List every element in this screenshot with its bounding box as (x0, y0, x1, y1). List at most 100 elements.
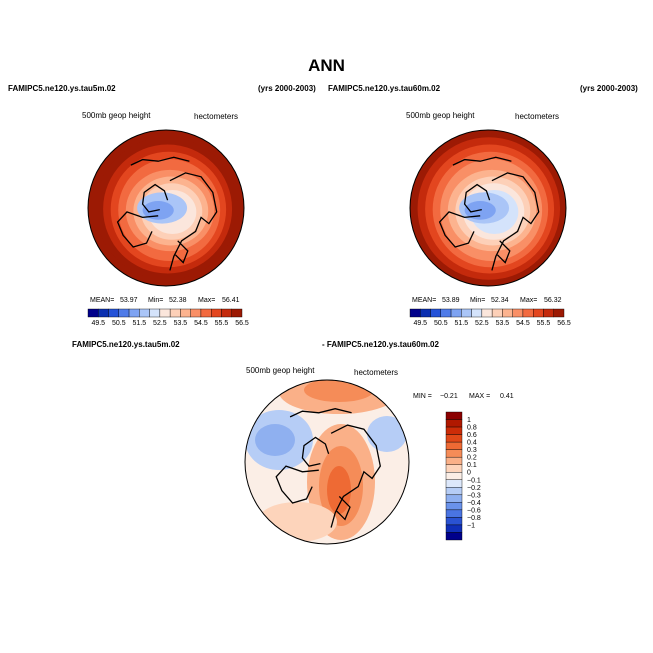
colorbar-cell (445, 487, 463, 496)
colorbar-cell (445, 441, 463, 450)
colorbar-cell (445, 434, 463, 443)
panel2-coastline (463, 183, 491, 213)
diff-positive-core (327, 466, 351, 514)
colorbar-tick-label: 49.5 (413, 320, 427, 327)
panel1-max-value: 56.41 (222, 297, 240, 304)
colorbar-cell (445, 502, 463, 511)
diff-negative-region (367, 416, 407, 452)
colorbar-tick-label: 55.5 (215, 320, 229, 327)
colorbar-tick-label: −0.2 (467, 485, 481, 492)
panel1-mean-value: 53.97 (120, 297, 138, 304)
colorbar-cell (512, 308, 524, 318)
panel2-max-label: Max= (520, 297, 538, 304)
left-years-label: (yrs 2000-2003) (258, 84, 316, 93)
panel2-mean-value: 53.89 (442, 297, 460, 304)
colorbar-tick-label: 52.5 (153, 320, 167, 327)
panel2-colorbar: 49.5 50.5 51.5 52.5 53.5 54.5 55.5 56.5 (409, 308, 571, 327)
colorbar-cell (98, 308, 109, 318)
colorbar-cell (543, 308, 554, 318)
panel3-colorbar: 10.80.60.40.30.20.10−0.1−0.2−0.3−0.4−0.6… (445, 411, 481, 541)
panel2-coastline (438, 211, 481, 248)
colorbar-tick-label: 0.4 (467, 440, 477, 447)
colorbar-tick-label: 0.6 (467, 432, 477, 439)
colorbar-tick-label: 52.5 (475, 320, 489, 327)
colorbar-tick-label: −0.8 (467, 515, 481, 522)
colorbar-tick-label: 0.3 (467, 447, 477, 454)
colorbar-cell (461, 308, 472, 318)
colorbar-cell (445, 419, 463, 428)
left-case-label: FAMIPC5.ne120.ys.tau5m.02 (8, 84, 116, 93)
diff-negative-core (255, 424, 295, 456)
colorbar-tick-label: 50.5 (434, 320, 448, 327)
figure-title: ANN (308, 56, 345, 75)
colorbar-cell (445, 509, 463, 518)
colorbar-cell (409, 308, 421, 318)
colorbar-cell (430, 308, 441, 318)
panel2-min-label: Min= (470, 297, 486, 304)
colorbar-tick-label: 51.5 (455, 320, 469, 327)
panel1-coastline (141, 183, 169, 213)
colorbar-cell (420, 308, 431, 318)
colorbar-cell (471, 308, 483, 318)
panel2-map-border (409, 129, 567, 287)
right-years-label: (yrs 2000-2003) (580, 84, 638, 93)
panel1-coastline (130, 156, 190, 166)
colorbar-tick-label: 54.5 (194, 320, 208, 327)
panel1-max-label: Max= (198, 297, 216, 304)
colorbar-cell (445, 464, 463, 473)
panel3-coastline (330, 424, 381, 528)
colorbar-tick-label: −0.6 (467, 507, 481, 514)
colorbar-cell (445, 524, 463, 533)
panel2-coastline (496, 240, 511, 264)
colorbar-cell (190, 308, 202, 318)
colorbar-tick-label: 56.5 (557, 320, 571, 327)
panel2-mean-label: MEAN= (412, 297, 437, 304)
colorbar-tick-label: 0.8 (467, 425, 477, 432)
colorbar-cell (87, 308, 99, 318)
panel3-map-border (244, 379, 410, 545)
colorbar-cell (221, 308, 232, 318)
colorbar-cell (169, 308, 181, 318)
panel1-min-value: 52.38 (169, 297, 187, 304)
panel1-min-label: Min= (148, 297, 164, 304)
colorbar-cell (533, 308, 544, 318)
panel2-variable-label: 500mb geop height (406, 111, 475, 120)
colorbar-cell (159, 308, 171, 318)
colorbar-cell (491, 308, 503, 318)
panel1-coastline (174, 240, 189, 264)
panel3-map (245, 380, 409, 544)
colorbar-cell (128, 308, 140, 318)
panel3-coastline (275, 465, 319, 504)
panel3-units-label: hectometers (354, 368, 399, 377)
colorbar-tick-label: 53.5 (496, 320, 510, 327)
colorbar-tick-label: 54.5 (516, 320, 530, 327)
colorbar-cell (445, 494, 463, 503)
colorbar-tick-label: 0 (467, 470, 471, 477)
colorbar-tick-label: −0.1 (467, 477, 481, 484)
colorbar-tick-label: 49.5 (91, 320, 105, 327)
colorbar-cell (445, 449, 463, 458)
panel1-coastline (169, 172, 218, 271)
panel1-coastline (116, 211, 159, 248)
colorbar-cell (502, 308, 513, 318)
panel1-map-border (87, 129, 245, 287)
colorbar-cell (440, 308, 452, 318)
panel3-min-value: −0.21 (440, 393, 458, 400)
colorbar-cell (445, 426, 463, 435)
colorbar-tick-label: 50.5 (112, 320, 126, 327)
panel3-variable-label: 500mb geop height (246, 366, 315, 375)
colorbar-cell (445, 411, 463, 420)
panel3-min-label: MIN = (413, 393, 432, 400)
panel1-variable-label: 500mb geop height (82, 111, 151, 120)
colorbar-tick-label: 0.2 (467, 455, 477, 462)
panel1-colorbar: 49.5 50.5 51.5 52.5 53.5 54.5 55.5 56.5 (87, 308, 249, 327)
colorbar-cell (139, 308, 150, 318)
colorbar-cell (445, 517, 463, 526)
colorbar-cell (210, 308, 222, 318)
colorbar-cell (118, 308, 130, 318)
panel2-coastline (491, 172, 540, 271)
colorbar-tick-label: −0.4 (467, 500, 481, 507)
colorbar-cell (149, 308, 161, 318)
colorbar-cell (481, 308, 493, 318)
